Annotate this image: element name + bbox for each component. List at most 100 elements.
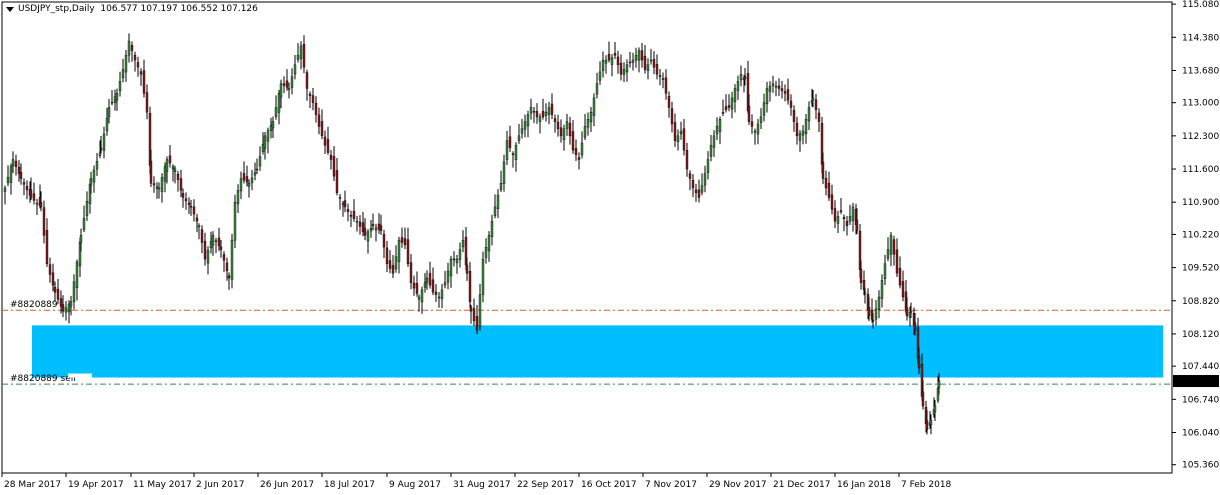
candle — [814, 94, 818, 120]
candle — [643, 45, 647, 74]
time-tick-label: 7 Feb 2018 — [901, 480, 952, 490]
candle — [520, 118, 524, 139]
candle-body — [51, 272, 55, 286]
candle — [640, 43, 644, 68]
candle — [469, 304, 473, 324]
candle-body — [449, 258, 453, 277]
candle-body — [792, 110, 796, 122]
candle-body — [85, 201, 89, 216]
candle-body — [250, 177, 254, 184]
candle — [526, 110, 530, 138]
candle-body — [640, 50, 644, 61]
candle — [3, 185, 7, 205]
candle — [700, 173, 704, 196]
candle-body — [209, 241, 213, 249]
candle — [155, 182, 159, 199]
candle-body — [142, 70, 146, 94]
candle — [604, 55, 608, 74]
candle-body — [400, 237, 404, 243]
candle-body — [589, 111, 593, 123]
price-tick-label: 109.520 — [1182, 264, 1219, 274]
candle — [115, 88, 119, 111]
candle-body — [171, 166, 175, 170]
candle-body — [222, 254, 226, 261]
candle-body — [628, 61, 632, 64]
order-lines[interactable]: #8820889 #8820889 sell — [2, 300, 1172, 385]
candle — [277, 90, 281, 125]
candle — [377, 213, 381, 234]
candle-body — [82, 218, 86, 230]
candle — [75, 259, 79, 301]
candle — [824, 170, 828, 196]
candle — [493, 194, 497, 219]
candle — [909, 302, 913, 318]
candle — [282, 76, 286, 94]
candle — [478, 283, 482, 332]
candle-body — [323, 136, 327, 146]
candle — [335, 158, 339, 196]
candle — [571, 120, 575, 154]
candle-body — [287, 88, 291, 90]
candle-body — [715, 126, 719, 135]
candle-body — [789, 100, 793, 108]
candle-body — [152, 183, 156, 186]
candle-body — [493, 206, 497, 216]
time-axis[interactable]: 28 Mar 2017 19 Apr 2017 11 May 2017 2 Jun 2… — [1, 473, 952, 490]
candle — [859, 260, 863, 290]
candle-body — [601, 59, 605, 72]
candle — [730, 91, 734, 119]
candle — [160, 173, 164, 203]
candle-body — [115, 93, 119, 101]
candle-body — [925, 420, 929, 430]
candle — [118, 71, 122, 97]
symbol-label: USDJPY_stp,Daily — [18, 4, 95, 14]
candle — [715, 117, 719, 141]
candle — [905, 297, 909, 321]
candle-body — [133, 54, 137, 61]
candle-body — [361, 222, 365, 233]
candle — [685, 142, 689, 177]
current-price-box — [1173, 375, 1219, 388]
candle — [917, 347, 921, 375]
time-tick-label: 21 Dec 2017 — [773, 480, 831, 490]
candle-body — [883, 263, 887, 280]
candle-body — [514, 145, 518, 160]
candle — [655, 54, 659, 80]
candle-body — [326, 139, 330, 153]
time-tick-label: 9 Aug 2017 — [389, 480, 441, 490]
candle-body — [374, 227, 378, 231]
candle — [574, 139, 578, 161]
candle-body — [440, 289, 444, 300]
candle-body — [871, 319, 875, 322]
candle-body — [556, 121, 560, 129]
time-tick-label: 22 Sep 2017 — [517, 480, 574, 490]
candle-body — [32, 193, 36, 201]
candles — [3, 33, 941, 435]
candle-body — [64, 307, 68, 313]
candle — [811, 90, 815, 108]
candle-body — [851, 206, 855, 221]
candle — [780, 81, 784, 99]
chevron-down-icon[interactable] — [6, 6, 14, 12]
candle — [110, 89, 114, 106]
candle-body — [798, 133, 802, 141]
candle — [532, 106, 536, 124]
candle-body — [379, 225, 383, 231]
candle-body — [397, 239, 401, 262]
candle — [616, 50, 620, 74]
candle-body — [505, 140, 509, 160]
candle — [753, 128, 757, 145]
candle-body — [121, 69, 125, 79]
candle — [514, 142, 518, 172]
candle — [227, 272, 231, 290]
candle-body — [679, 130, 683, 135]
candle — [913, 313, 917, 336]
candle-body — [335, 170, 339, 193]
candle — [192, 199, 196, 222]
candle-body — [649, 59, 653, 62]
price-axis[interactable]: 115.080 114.380 113.680 113.000 112.300 111.6… — [1172, 0, 1219, 471]
candle-body — [17, 167, 21, 174]
candle-body — [349, 214, 353, 217]
